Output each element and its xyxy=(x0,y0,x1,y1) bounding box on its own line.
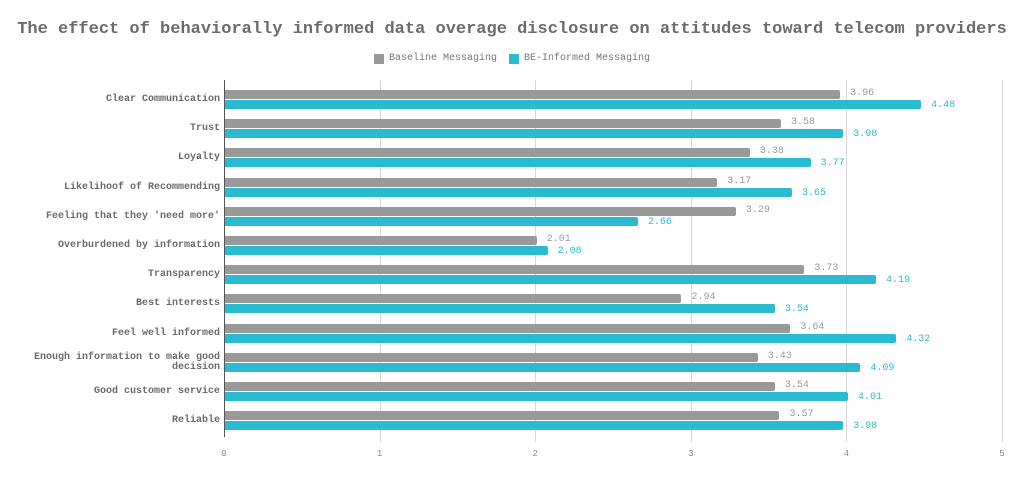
gridline xyxy=(379,80,381,442)
value-label-be-informed: 2.08 xyxy=(557,246,582,257)
bar-baseline[interactable] xyxy=(225,382,775,391)
x-tick-label: 1 xyxy=(376,449,383,459)
legend-swatch-baseline-icon xyxy=(373,53,384,64)
value-label-be-informed: 4.19 xyxy=(885,275,910,287)
value-label-baseline: 3.17 xyxy=(727,175,752,187)
bar-be-informed[interactable] xyxy=(225,187,792,197)
bar-baseline[interactable] xyxy=(225,236,537,245)
value-label-baseline: 3.43 xyxy=(767,350,792,362)
value-label-baseline: 3.73 xyxy=(814,263,839,275)
legend-item-baseline[interactable]: Baseline Messaging xyxy=(373,53,497,64)
bar-baseline[interactable] xyxy=(225,119,782,129)
gridline xyxy=(690,80,692,442)
value-label-be-informed: 3.65 xyxy=(801,187,826,199)
bar-baseline[interactable] xyxy=(225,265,805,275)
bar-baseline[interactable] xyxy=(225,294,682,304)
bar-baseline[interactable] xyxy=(225,90,841,99)
bar-be-informed[interactable] xyxy=(225,304,775,314)
category-label: Overburdened by information xyxy=(57,240,220,251)
chart-title: The effect of behaviorally informed data… xyxy=(17,20,1007,39)
bar-be-informed[interactable] xyxy=(225,216,638,226)
gridline xyxy=(846,80,848,442)
category-label: Feel well informed xyxy=(111,327,220,339)
category-label: Enough information to make good decision xyxy=(20,351,220,373)
category-label-line: Enough information to make good xyxy=(33,351,220,363)
value-label-be-informed: 3.54 xyxy=(784,304,809,316)
bar-be-informed[interactable] xyxy=(225,246,548,255)
bar-baseline[interactable] xyxy=(225,206,736,216)
value-label-be-informed: 2.66 xyxy=(647,216,672,228)
value-label-baseline: 2.94 xyxy=(691,292,716,304)
bar-be-informed[interactable] xyxy=(225,275,876,285)
chart-legend: Baseline Messaging BE-Informed Messaging xyxy=(0,53,1024,64)
x-tick-label: 4 xyxy=(843,449,850,459)
gridline xyxy=(535,80,537,442)
value-label-baseline: 3.29 xyxy=(745,204,770,216)
bar-be-informed[interactable] xyxy=(225,158,811,168)
legend-swatch-be-informed-icon xyxy=(509,53,519,64)
value-label-be-informed: 4.01 xyxy=(857,392,882,403)
category-label: Loyalty xyxy=(177,152,220,164)
legend-label-be-informed: BE-Informed Messaging xyxy=(524,53,651,64)
category-label: Good customer service xyxy=(93,386,220,397)
bar-be-informed[interactable] xyxy=(225,392,848,401)
x-tick-label: 5 xyxy=(999,449,1005,459)
value-label-baseline: 3.58 xyxy=(791,117,816,129)
y-axis-line xyxy=(224,80,225,437)
legend-item-be-informed[interactable]: BE-Informed Messaging xyxy=(509,53,650,64)
value-label-be-informed: 3.77 xyxy=(820,158,845,170)
x-tick-label: 3 xyxy=(688,449,694,459)
value-label-be-informed: 4.48 xyxy=(931,100,956,111)
bar-baseline[interactable] xyxy=(225,177,718,187)
value-label-baseline: 3.54 xyxy=(784,380,809,391)
bar-baseline[interactable] xyxy=(225,352,758,362)
bar-baseline[interactable] xyxy=(225,148,750,158)
bar-be-informed[interactable] xyxy=(225,100,922,109)
legend-label-baseline: Baseline Messaging xyxy=(388,53,497,64)
x-tick-label: 0 xyxy=(221,449,227,459)
value-label-be-informed: 3.98 xyxy=(853,421,878,433)
category-label: Best interests xyxy=(135,298,220,310)
value-label-baseline: 3.96 xyxy=(850,88,875,99)
x-tick-label: 2 xyxy=(532,449,538,459)
category-label: Likelihoof of Recommending xyxy=(63,181,220,193)
bar-baseline[interactable] xyxy=(225,323,791,333)
bar-be-informed[interactable] xyxy=(225,333,897,343)
bar-be-informed[interactable] xyxy=(225,129,844,139)
category-label: Clear Communication xyxy=(105,94,220,105)
value-label-baseline: 3.64 xyxy=(800,321,825,333)
category-label: Transparency xyxy=(147,269,220,281)
value-label-baseline: 3.38 xyxy=(759,146,784,158)
category-label: Reliable xyxy=(171,415,220,427)
value-label-be-informed: 3.98 xyxy=(853,129,878,141)
value-label-be-informed: 4.09 xyxy=(870,362,895,374)
gridline xyxy=(1002,80,1003,442)
value-label-baseline: 2.01 xyxy=(546,234,571,245)
value-label-be-informed: 4.32 xyxy=(906,333,931,345)
value-label-baseline: 3.57 xyxy=(789,409,814,421)
category-label: Trust xyxy=(189,123,220,135)
category-label-line: decision xyxy=(171,361,220,373)
category-label: Feeling that they 'need more' xyxy=(45,210,220,222)
bar-be-informed[interactable] xyxy=(225,362,861,372)
bar-baseline[interactable] xyxy=(225,411,780,421)
bar-be-informed[interactable] xyxy=(225,421,844,431)
